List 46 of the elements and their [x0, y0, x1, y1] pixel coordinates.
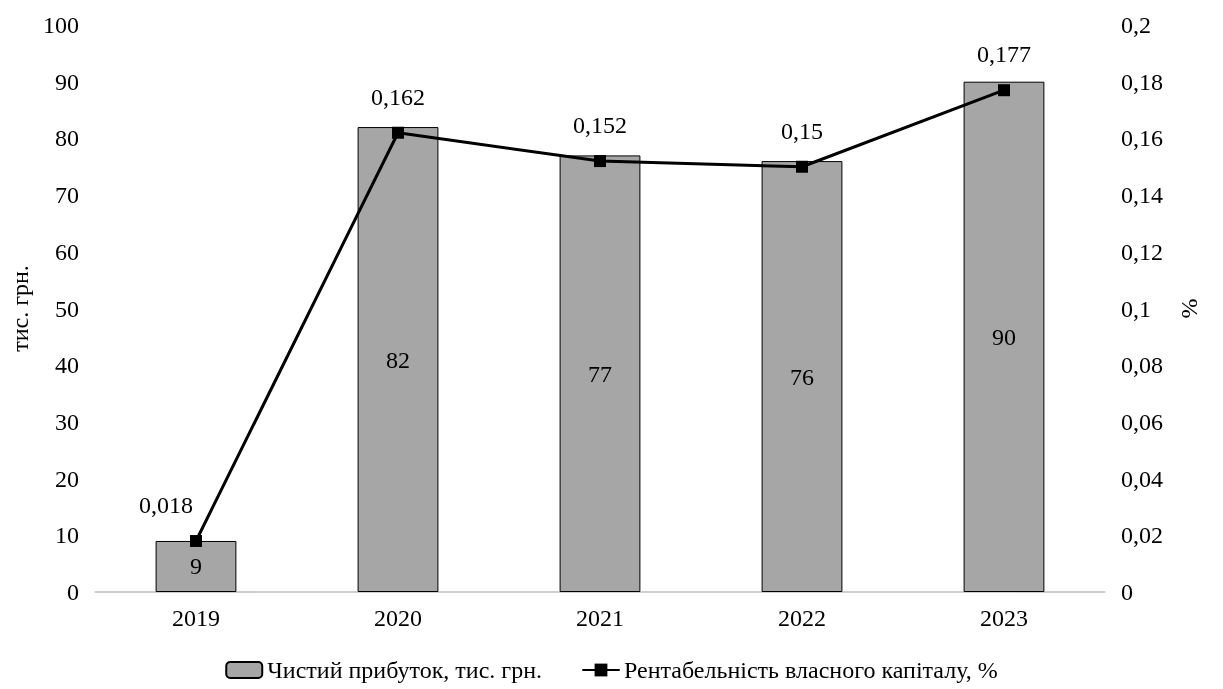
- data-label: 0,177: [977, 41, 1031, 68]
- y2-tick-label: 0,04: [1121, 465, 1163, 492]
- x-tick-label: 2023: [980, 605, 1028, 631]
- y-tick-label: 50: [55, 295, 79, 322]
- y-tick-label: 90: [55, 68, 79, 95]
- y2-tick-label: 0,02: [1121, 522, 1163, 549]
- point: [190, 534, 202, 547]
- y2-tick-label: 0,18: [1121, 68, 1163, 95]
- y-tick-label: 80: [55, 125, 79, 152]
- y2-tick-label: 0,12: [1121, 238, 1163, 265]
- point: [796, 160, 808, 173]
- x-tick-label: 2022: [778, 605, 826, 631]
- data-label: 82: [386, 346, 410, 373]
- data-label: 77: [588, 360, 612, 387]
- y-tick-label: 30: [55, 408, 79, 435]
- y2-tick-label: 0,08: [1121, 352, 1163, 379]
- y-tick-label: 60: [55, 238, 79, 265]
- y2-axis-title: %: [1176, 298, 1202, 319]
- y2-tick-label: 0,1: [1121, 295, 1151, 322]
- y2-tick-label: 0,14: [1121, 182, 1163, 209]
- y2-tick-label: 0,16: [1121, 125, 1163, 152]
- point: [998, 84, 1010, 97]
- data-label: 0,15: [781, 117, 823, 144]
- data-label: 0,162: [371, 83, 425, 110]
- point: [392, 126, 404, 139]
- legend-label: Чистий прибуток, тис. грн.: [267, 657, 542, 683]
- x-tick-label: 2019: [172, 605, 220, 631]
- y-tick-label: 10: [55, 522, 79, 549]
- x-tick-label: 2021: [576, 605, 624, 631]
- x-tick-label: 2020: [374, 605, 422, 631]
- data-label: 0,018: [139, 491, 193, 518]
- y-axis-title: тис. грн.: [7, 265, 34, 352]
- data-label: 90: [992, 323, 1016, 350]
- y-tick-label: 20: [55, 465, 79, 492]
- data-label: 76: [790, 363, 814, 390]
- legend-label: Рентабельність власного капіталу, %: [623, 657, 998, 683]
- y2-tick-label: 0: [1121, 579, 1133, 605]
- data-label: 0,152: [573, 112, 627, 139]
- y2-tick-label: 0,06: [1121, 408, 1163, 435]
- y-tick-label: 40: [55, 352, 79, 379]
- y-tick-label: 100: [43, 12, 79, 38]
- data-label: 9: [190, 553, 202, 580]
- y-tick-label: 0: [67, 579, 79, 605]
- y-tick-label: 70: [55, 182, 79, 209]
- point: [594, 155, 606, 168]
- y2-tick-label: 0,2: [1121, 12, 1151, 38]
